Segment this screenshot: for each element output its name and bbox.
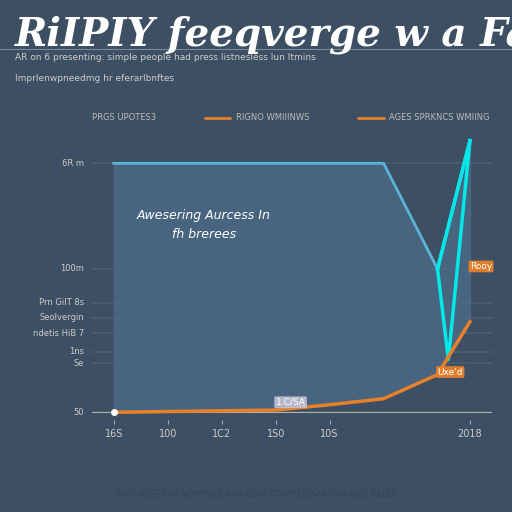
Text: Uxe'd: Uxe'd	[438, 368, 463, 376]
Text: AGES SPRKNCS WMIING: AGES SPRKNCS WMIING	[389, 113, 489, 122]
Text: 1.C/SA: 1.C/SA	[275, 398, 306, 407]
Text: ndetis HiB 7: ndetis HiB 7	[33, 329, 84, 337]
Text: Rooy: Rooy	[470, 262, 492, 271]
Text: 1ns: 1ns	[69, 348, 84, 356]
Text: Imprlenwpneedmg hr eferarlbnftes: Imprlenwpneedmg hr eferarlbnftes	[15, 74, 175, 83]
Text: 6R m: 6R m	[62, 159, 84, 168]
Text: Prn GiIT 8s: Prn GiIT 8s	[39, 298, 84, 307]
Text: 100m: 100m	[60, 264, 84, 273]
Text: AR on 6 presenting: simple people had press listnesless lun ltmins: AR on 6 presenting: simple people had pr…	[15, 53, 316, 62]
Text: BNRS.NOSE.COR NORPEXES.ASIA.CLNIE OTHEREXSSARTION AUSS BILLES: BNRS.NOSE.COR NORPEXES.ASIA.CLNIE OTHERE…	[115, 489, 397, 499]
Text: RiIPIY feeqverge w a Fatalt: RiIPIY feeqverge w a Fatalt	[15, 15, 512, 54]
Text: Se: Se	[74, 359, 84, 368]
Text: RIGNO WMIIINWS: RIGNO WMIIINWS	[236, 113, 309, 122]
Text: Seolvergin: Seolvergin	[39, 313, 84, 323]
Text: PRGS UPOTES3: PRGS UPOTES3	[92, 113, 156, 122]
Text: Awesering Aurcess In
fh brerees: Awesering Aurcess In fh brerees	[137, 209, 271, 241]
Text: 50: 50	[74, 408, 84, 417]
